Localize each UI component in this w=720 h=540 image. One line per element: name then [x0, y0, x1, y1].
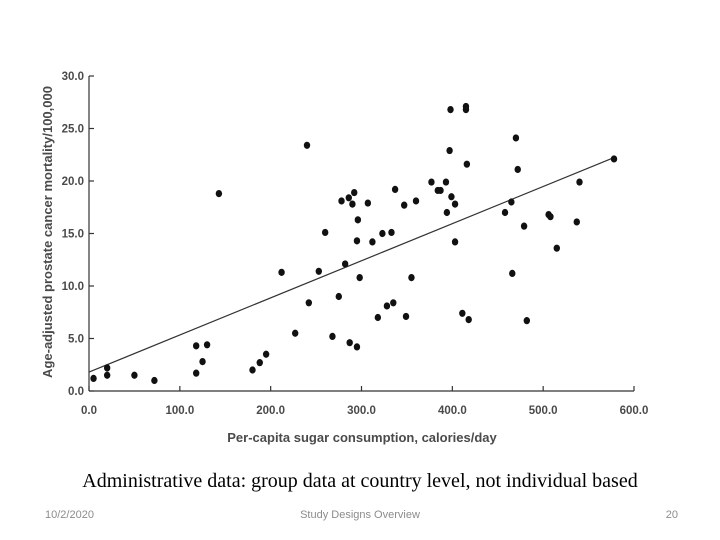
- y-axis-label: Age-adjusted prostate cancer mortality/1…: [40, 86, 55, 378]
- data-point: [374, 313, 382, 322]
- data-point: [501, 208, 509, 217]
- data-point: [364, 199, 372, 207]
- data-point: [305, 299, 313, 307]
- x-axis-label: Per-capita sugar consumption, calories/d…: [227, 430, 497, 445]
- footer-date: 10/2/2020: [45, 509, 94, 521]
- data-point: [512, 134, 520, 142]
- data-point: [199, 358, 206, 366]
- x-tick-label: 100.0: [165, 405, 194, 417]
- data-point: [351, 188, 358, 197]
- axes: [88, 75, 635, 392]
- data-point: [329, 332, 336, 340]
- data-point: [437, 186, 444, 195]
- data-point: [192, 369, 200, 377]
- data-point: [451, 200, 459, 208]
- data-point: [131, 371, 138, 379]
- data-point: [428, 178, 435, 186]
- data-point: [249, 366, 256, 374]
- data-point: [379, 229, 386, 238]
- trendline: [88, 156, 617, 373]
- footer-page-number: 20: [665, 509, 678, 521]
- y-tick-label: 15.0: [62, 229, 84, 241]
- data-point: [400, 201, 408, 209]
- data-points: [90, 102, 618, 385]
- x-tick-label: 500.0: [529, 405, 558, 417]
- data-point: [459, 309, 466, 317]
- data-point: [465, 316, 472, 324]
- y-tick-label: 25.0: [62, 124, 84, 136]
- data-point: [346, 339, 353, 347]
- data-point: [442, 178, 450, 186]
- x-tick-label: 0.0: [81, 405, 97, 417]
- data-point: [523, 317, 531, 325]
- data-point: [553, 244, 560, 252]
- data-point: [408, 274, 415, 282]
- data-point: [103, 364, 111, 372]
- data-point: [402, 312, 410, 321]
- data-point: [192, 342, 200, 350]
- y-tick-label: 30.0: [62, 71, 84, 83]
- y-tick-label: 0.0: [68, 386, 84, 398]
- data-point: [443, 208, 451, 217]
- y-tick-label: 10.0: [62, 281, 84, 293]
- data-point: [451, 238, 459, 246]
- data-point: [291, 329, 299, 337]
- data-point: [353, 237, 361, 245]
- data-point: [463, 160, 471, 168]
- data-point: [354, 216, 362, 224]
- data-point: [215, 190, 223, 198]
- data-point: [349, 200, 356, 208]
- data-point: [356, 274, 363, 282]
- data-point: [388, 228, 395, 237]
- x-tick-label: 600.0: [620, 405, 649, 417]
- data-point: [151, 376, 158, 385]
- data-point: [520, 222, 528, 230]
- data-point: [390, 299, 397, 307]
- data-point: [573, 218, 580, 226]
- data-point: [547, 213, 554, 221]
- data-point: [338, 197, 345, 205]
- data-point: [446, 146, 453, 155]
- data-point: [509, 269, 516, 277]
- data-point: [90, 374, 97, 382]
- data-point: [303, 141, 311, 149]
- data-point: [262, 350, 270, 358]
- footer-title: Study Designs Overview: [300, 509, 420, 521]
- data-point: [610, 155, 618, 163]
- data-point: [353, 343, 361, 351]
- data-point: [103, 371, 111, 379]
- data-point: [341, 260, 349, 268]
- data-point: [462, 106, 470, 114]
- data-point: [345, 194, 352, 202]
- data-point: [321, 228, 329, 237]
- data-point: [508, 198, 515, 206]
- data-point: [256, 359, 263, 367]
- y-tick-label: 5.0: [68, 334, 84, 346]
- data-point: [448, 193, 455, 201]
- data-point: [278, 268, 285, 276]
- data-point: [315, 267, 323, 275]
- data-point: [514, 165, 521, 174]
- data-point: [203, 341, 211, 349]
- slide-caption: Administrative data: group data at count…: [82, 470, 638, 492]
- data-point: [576, 178, 583, 186]
- data-point: [335, 292, 342, 301]
- tick-labels: 0.0 5.0 10.0 15.0 20.0 25.0 30.0 0.0 100.0 200.0 3…: [62, 71, 649, 417]
- x-tick-label: 400.0: [438, 405, 467, 417]
- y-tick-label: 20.0: [62, 176, 84, 188]
- data-point: [391, 185, 399, 193]
- x-tick-label: 300.0: [347, 405, 376, 417]
- x-tick-label: 200.0: [256, 405, 285, 417]
- data-point: [447, 106, 454, 114]
- data-point: [369, 238, 376, 246]
- data-point: [383, 302, 391, 310]
- data-point: [412, 197, 420, 205]
